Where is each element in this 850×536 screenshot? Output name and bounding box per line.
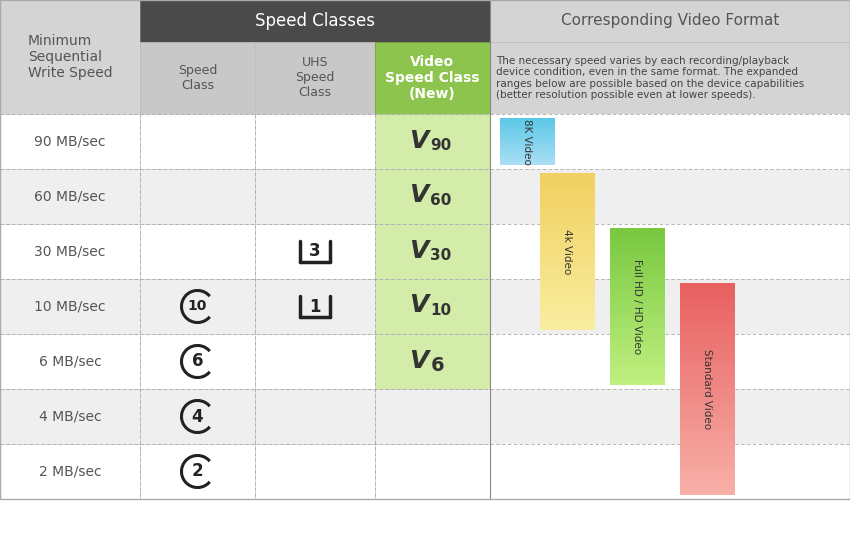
Bar	[140, 444, 255, 499]
Text: 6: 6	[430, 356, 444, 375]
Bar	[255, 389, 375, 444]
Text: Corresponding Video Format: Corresponding Video Format	[561, 13, 779, 28]
Bar	[0, 169, 140, 224]
Bar	[490, 0, 850, 42]
Text: 4k Video: 4k Video	[563, 229, 573, 274]
Bar	[375, 114, 490, 169]
Text: 1: 1	[309, 297, 320, 316]
Bar	[490, 279, 850, 334]
Text: Video
Speed Class
(New): Video Speed Class (New)	[385, 55, 479, 101]
Text: 4 MB/sec: 4 MB/sec	[39, 410, 101, 423]
Bar	[255, 279, 375, 334]
Bar	[255, 224, 375, 279]
Text: 90: 90	[430, 138, 451, 153]
Bar	[0, 224, 140, 279]
Bar	[490, 334, 850, 389]
Text: 4: 4	[192, 407, 203, 426]
Bar	[255, 42, 375, 114]
Bar	[140, 334, 255, 389]
Text: 3: 3	[309, 242, 320, 260]
Text: 2: 2	[192, 463, 203, 480]
Text: Speed
Class: Speed Class	[178, 64, 218, 92]
Text: 90 MB/sec: 90 MB/sec	[34, 135, 105, 148]
Bar	[140, 279, 255, 334]
Text: The necessary speed varies by each recording/playback
device condition, even in : The necessary speed varies by each recor…	[496, 56, 804, 100]
Bar	[0, 279, 140, 334]
Text: 8K Video: 8K Video	[523, 118, 532, 165]
Bar	[490, 444, 850, 499]
Bar	[375, 169, 490, 224]
Text: Full HD / HD Video: Full HD / HD Video	[632, 259, 643, 354]
Bar	[490, 169, 850, 224]
Text: 60 MB/sec: 60 MB/sec	[34, 190, 105, 204]
Text: Standard Video: Standard Video	[702, 349, 712, 429]
Bar	[0, 0, 140, 114]
Bar	[140, 389, 255, 444]
Text: V: V	[409, 348, 428, 373]
Bar	[0, 114, 140, 169]
Text: V: V	[409, 294, 428, 317]
Bar	[375, 279, 490, 334]
Bar	[0, 389, 140, 444]
Bar	[140, 224, 255, 279]
Bar	[490, 114, 850, 169]
Text: 2 MB/sec: 2 MB/sec	[39, 465, 101, 479]
Bar	[255, 169, 375, 224]
Bar	[490, 224, 850, 279]
Text: V: V	[409, 239, 428, 263]
Bar	[255, 114, 375, 169]
Bar	[255, 334, 375, 389]
Bar	[490, 389, 850, 444]
Text: 30 MB/sec: 30 MB/sec	[34, 244, 105, 258]
Bar	[375, 42, 490, 114]
Text: 30: 30	[430, 248, 451, 263]
Text: 6: 6	[192, 353, 203, 370]
Text: V: V	[409, 129, 428, 153]
Text: 60: 60	[430, 193, 452, 208]
Bar	[0, 334, 140, 389]
Bar	[375, 389, 490, 444]
Bar	[490, 42, 850, 114]
Bar	[140, 114, 255, 169]
Bar	[375, 224, 490, 279]
Bar	[375, 334, 490, 389]
Bar	[140, 42, 255, 114]
Text: Speed Classes: Speed Classes	[255, 12, 375, 30]
Text: Minimum
Sequential
Write Speed: Minimum Sequential Write Speed	[28, 34, 112, 80]
Text: 10 MB/sec: 10 MB/sec	[34, 300, 105, 314]
Text: 10: 10	[430, 303, 451, 318]
Text: 10: 10	[188, 300, 207, 314]
Bar	[255, 444, 375, 499]
Text: UHS
Speed
Class: UHS Speed Class	[295, 56, 335, 100]
Bar	[0, 444, 140, 499]
Bar	[140, 0, 490, 42]
Text: 6 MB/sec: 6 MB/sec	[38, 354, 101, 369]
Bar	[375, 444, 490, 499]
Bar	[140, 169, 255, 224]
Text: V: V	[409, 183, 428, 207]
